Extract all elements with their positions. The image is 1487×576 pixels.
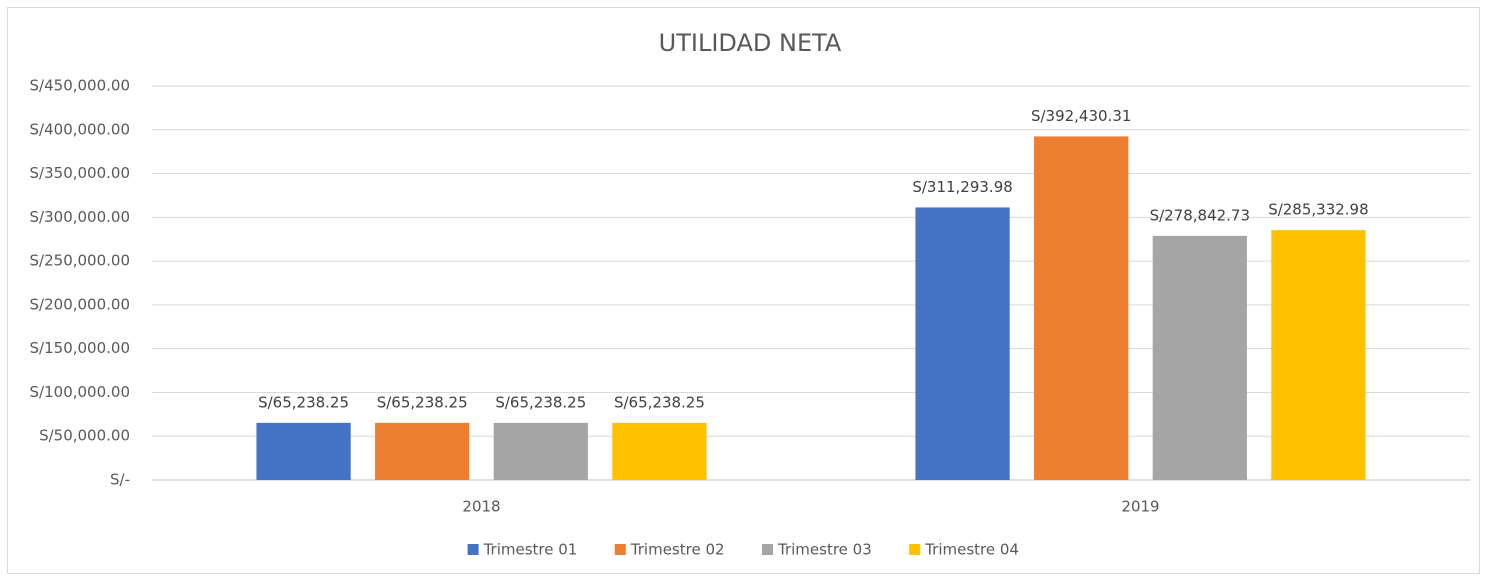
- data-label: S/65,238.25: [258, 393, 349, 411]
- bar: [375, 422, 470, 480]
- y-tick-label: S/350,000.00: [30, 164, 130, 182]
- bar: [493, 422, 588, 480]
- y-tick-label: S/150,000.00: [30, 339, 130, 357]
- legend-label: Trimestre 04: [924, 541, 1019, 559]
- legend-swatch: [467, 544, 479, 555]
- y-tick-label: S/50,000.00: [39, 427, 130, 445]
- legend-swatch: [762, 544, 773, 555]
- data-label: S/285,332.98: [1268, 201, 1368, 219]
- data-label: S/311,293.98: [912, 178, 1012, 196]
- x-tick-label: 2018: [462, 498, 500, 516]
- bar: [1152, 235, 1247, 480]
- y-tick-label: S/100,000.00: [30, 383, 130, 401]
- bar: [256, 422, 351, 480]
- bar: [1034, 136, 1129, 480]
- y-tick-label: S/300,000.00: [30, 208, 130, 226]
- bar: [612, 422, 707, 480]
- data-label: S/392,430.31: [1031, 107, 1131, 125]
- data-label: S/65,238.25: [495, 393, 586, 411]
- legend-label: Trimestre 02: [630, 541, 725, 559]
- data-label: S/65,238.25: [614, 393, 705, 411]
- y-tick-label: S/200,000.00: [30, 295, 130, 313]
- chart-border: [7, 7, 1480, 574]
- legend-swatch: [909, 544, 921, 555]
- y-tick-label: S/400,000.00: [30, 120, 130, 138]
- y-tick-label: S/250,000.00: [30, 252, 130, 270]
- bar: [1271, 230, 1366, 480]
- chart-title: UTILIDAD NETA: [659, 29, 842, 57]
- x-tick-label: 2019: [1121, 498, 1159, 516]
- legend-label: Trimestre 01: [483, 541, 578, 559]
- legend-label: Trimestre 03: [777, 541, 872, 559]
- legend-swatch: [614, 544, 626, 555]
- data-label: S/278,842.73: [1150, 206, 1250, 224]
- bar: [915, 207, 1010, 480]
- y-tick-label: S/-: [110, 471, 130, 489]
- y-tick-label: S/450,000.00: [30, 77, 130, 95]
- data-label: S/65,238.25: [377, 393, 468, 411]
